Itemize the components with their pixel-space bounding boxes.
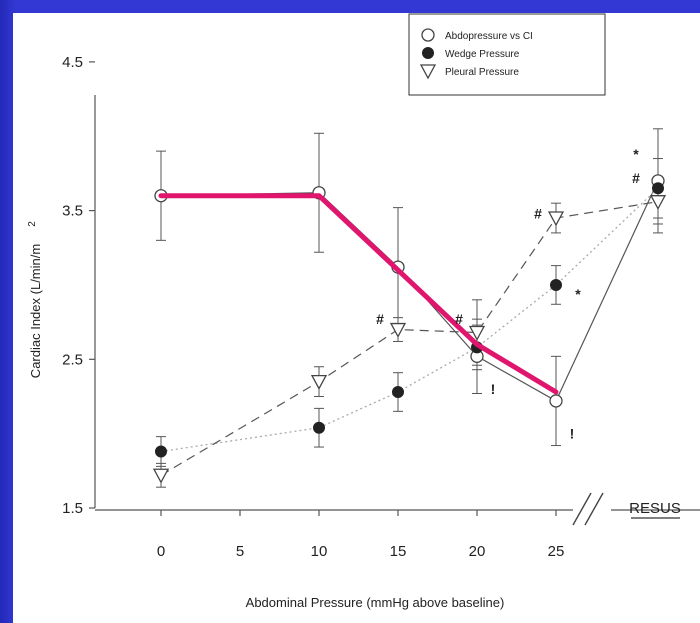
legend-label: Pleural Pressure <box>445 67 519 78</box>
annotation-mark: * <box>575 286 581 302</box>
y-axis-title: Cardiac Index (L/min/m <box>28 244 43 378</box>
legend-label: Abdopressure vs CI <box>445 31 533 42</box>
annotation-mark: ! <box>570 426 575 442</box>
y-tick-label: 1.5 <box>62 500 83 517</box>
data-point-2 <box>468 325 486 341</box>
y-tick-label: 2.5 <box>62 351 83 368</box>
series-lines <box>160 180 659 476</box>
highlight-polyline <box>158 193 559 395</box>
annotations: # # # # * *!! <box>376 146 640 442</box>
data-point-1 <box>550 278 562 291</box>
annotation-mark: # <box>376 311 384 327</box>
data-point-2 <box>547 211 565 227</box>
annotation-mark: # <box>534 206 542 222</box>
data-point-2 <box>649 195 667 211</box>
series-line-0-resus <box>555 180 659 402</box>
x-tick-label: 0 <box>157 543 165 560</box>
legend-marker <box>422 47 434 59</box>
chart-panel: 1.5 2.5 3.5 4.5 0 5 10 15 20 25 RESUS Abdominal Pre… <box>13 13 700 623</box>
resus-label: RESUS <box>629 500 681 517</box>
series-line-2 <box>160 201 659 476</box>
legend: Abdopressure vs CI Wedge Pressure Pleural … <box>408 13 606 96</box>
annotation-mark: ! <box>491 381 496 397</box>
legend-marker <box>419 64 437 80</box>
data-point-1 <box>392 386 404 399</box>
annotation-mark: # <box>632 170 640 186</box>
axes: 1.5 2.5 3.5 4.5 0 5 10 15 20 25 RESUS Abdominal Pre… <box>27 54 700 610</box>
y-tick-label: 4.5 <box>62 54 83 71</box>
x-axis-title: Abdominal Pressure (mmHg above baseline) <box>246 595 505 610</box>
data-point-2 <box>310 374 328 390</box>
y-axis-title-superscript: 2 <box>27 221 38 227</box>
series-line-0 <box>160 192 557 402</box>
legend-marker <box>421 28 435 42</box>
legend-box <box>408 13 606 96</box>
axis-break-mark <box>572 492 592 526</box>
x-tick-label: 20 <box>469 543 486 560</box>
data-point-2 <box>152 468 170 484</box>
data-markers <box>152 174 667 484</box>
x-tick-label: 15 <box>390 543 407 560</box>
series-line-1 <box>160 187 659 453</box>
data-point-1 <box>313 421 325 434</box>
data-point-2 <box>389 322 407 338</box>
x-tick-label: 10 <box>311 543 328 560</box>
highlight-line <box>158 193 559 395</box>
y-tick-label: 3.5 <box>62 203 83 220</box>
legend-label: Wedge Pressure <box>445 49 520 60</box>
data-point-0 <box>549 394 563 408</box>
annotation-mark: * <box>633 146 639 162</box>
data-point-1 <box>155 445 167 458</box>
data-point-1 <box>652 182 664 195</box>
x-tick-label: 5 <box>236 543 244 560</box>
annotation-mark: # <box>455 311 463 327</box>
cardiac-index-chart: 1.5 2.5 3.5 4.5 0 5 10 15 20 25 RESUS Abdominal Pre… <box>27 13 700 610</box>
x-tick-label: 25 <box>548 543 565 560</box>
axis-break-mark <box>584 492 604 526</box>
